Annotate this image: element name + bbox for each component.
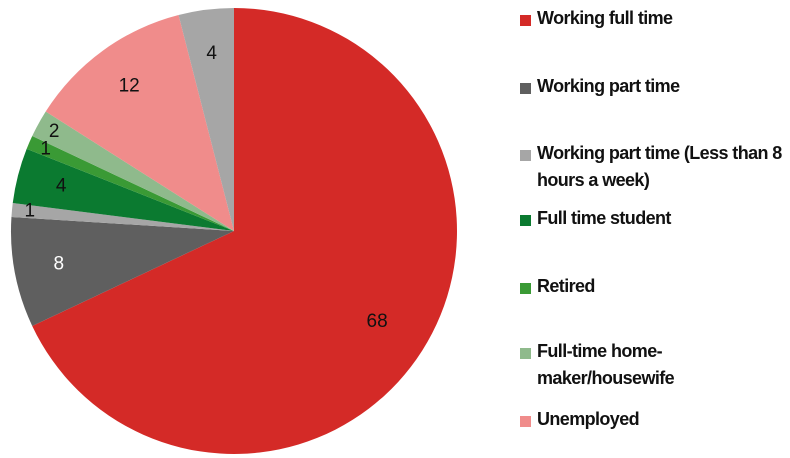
legend-label: Retired xyxy=(537,276,595,296)
data-label: 68 xyxy=(367,311,388,332)
data-label: 8 xyxy=(53,253,64,274)
pie-slice xyxy=(178,8,234,231)
data-label: 1 xyxy=(24,201,35,222)
pie-slice xyxy=(32,111,234,231)
legend-label: Unemployed xyxy=(537,409,640,429)
legend-label: Working part time (Less than 8 hours a w… xyxy=(537,143,782,190)
legend-item: Full-time home-maker/housewife xyxy=(520,341,785,392)
pie-slice xyxy=(12,148,234,231)
legend-label: Full time student xyxy=(537,208,671,228)
legend-label: Working part time xyxy=(537,76,680,96)
legend-swatch xyxy=(520,15,531,26)
legend-label: Working full time xyxy=(537,8,673,28)
data-label: 2 xyxy=(49,121,60,142)
legend-swatch xyxy=(520,348,531,359)
legend-item: Working full time xyxy=(520,8,785,32)
legend-item: Working part time (Less than 8 hours a w… xyxy=(520,143,785,194)
legend-label: Full-time home-maker/housewife xyxy=(537,341,675,388)
data-label: 4 xyxy=(206,43,217,64)
legend-swatch xyxy=(520,83,531,94)
legend-swatch xyxy=(520,283,531,294)
legend-swatch xyxy=(520,416,531,427)
legend-swatch xyxy=(520,215,531,226)
legend-swatch xyxy=(520,150,531,161)
legend-item: Retired xyxy=(520,276,785,300)
legend-item: Full time student xyxy=(520,208,785,232)
pie-slice xyxy=(45,15,234,232)
data-label: 4 xyxy=(56,176,67,197)
pie-slice xyxy=(32,8,457,454)
data-label: 1 xyxy=(40,139,51,160)
legend-item: Unemployed xyxy=(520,409,785,433)
legend-item: Working part time xyxy=(520,76,785,100)
pie-slice xyxy=(11,203,235,231)
data-label: 12 xyxy=(119,76,140,97)
pie-slice xyxy=(26,136,234,231)
pie-slice xyxy=(10,216,234,326)
